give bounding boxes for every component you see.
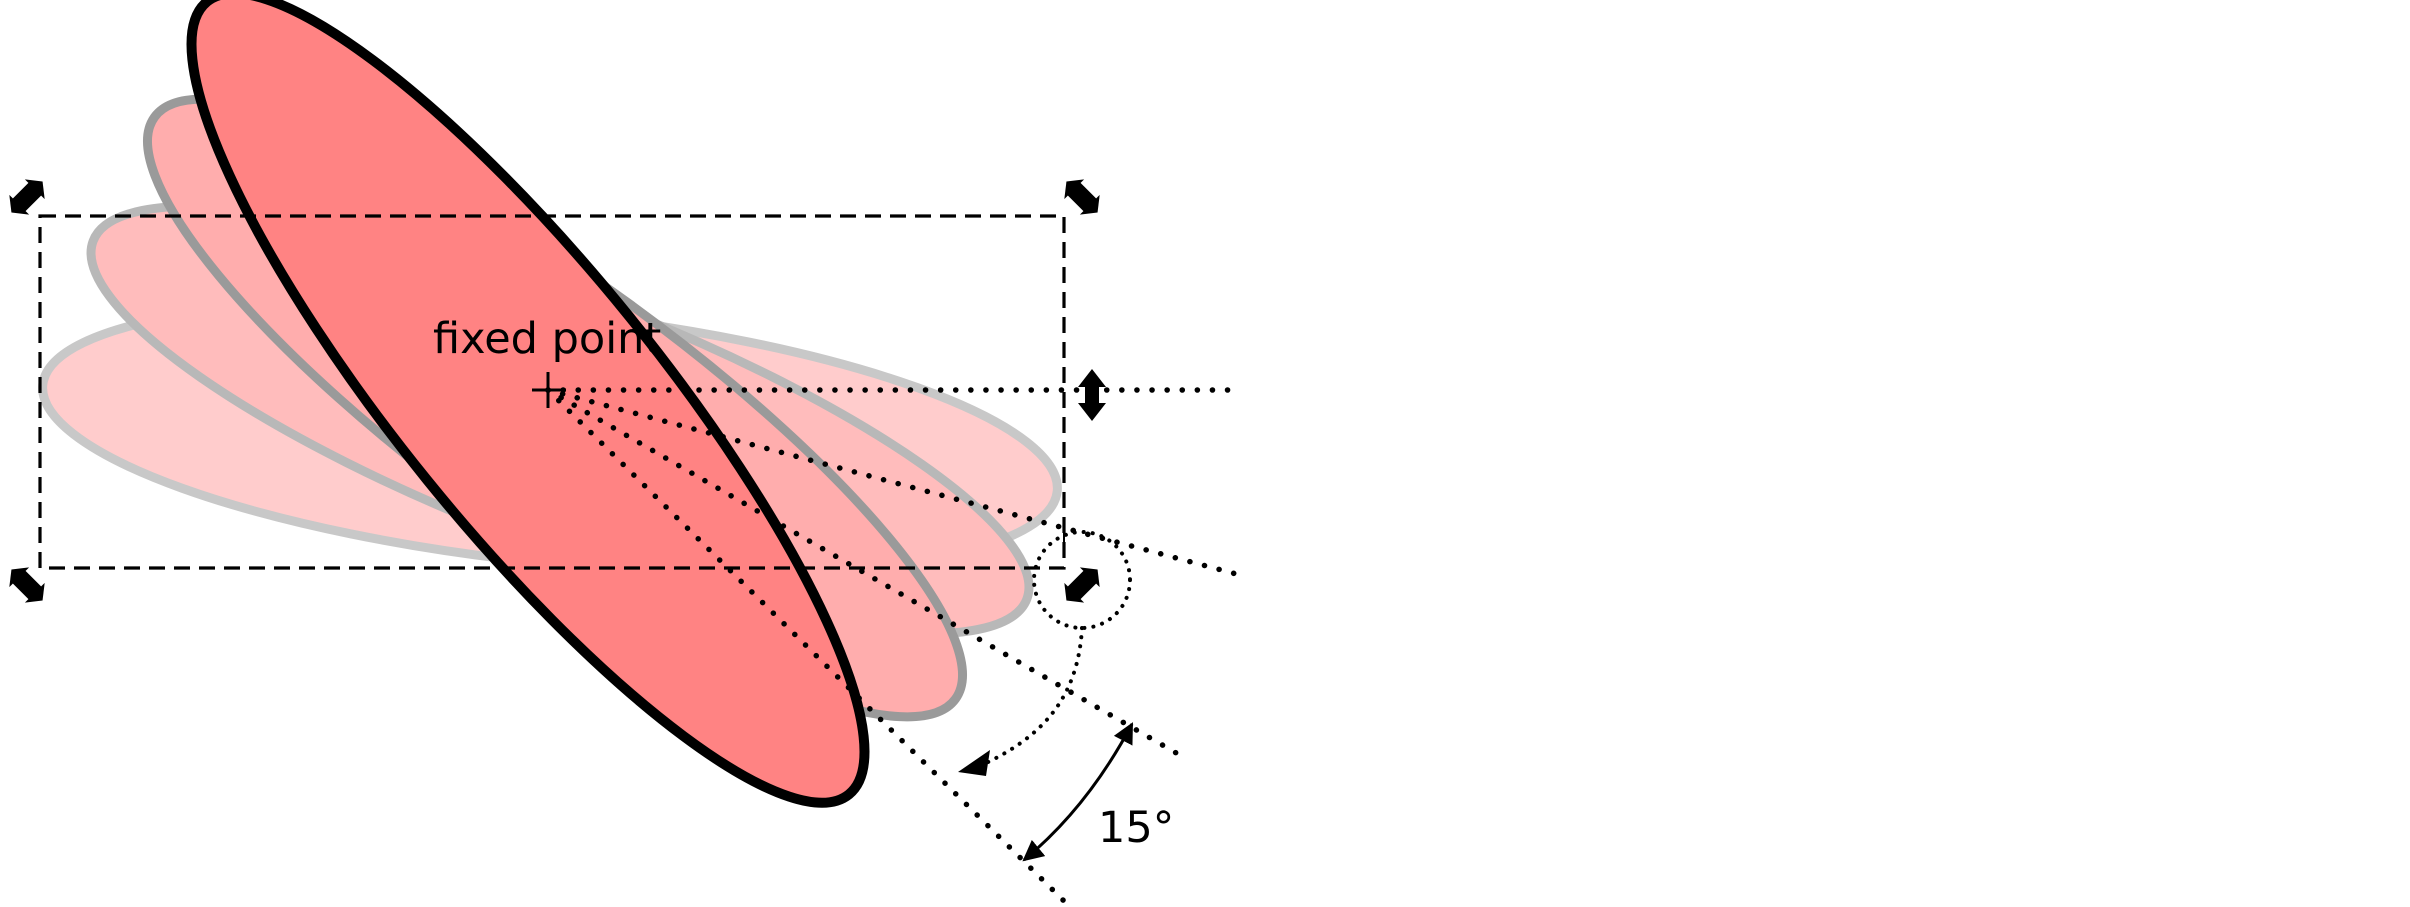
rotate-handle-bottom-right-icon[interactable] bbox=[1057, 560, 1108, 611]
active-ellipse[interactable] bbox=[106, 0, 950, 876]
guide-line-15deg bbox=[545, 387, 1243, 578]
fixed-point-label: fixed point bbox=[433, 314, 661, 364]
fixed-point-marker[interactable] bbox=[532, 372, 566, 408]
drag-circle bbox=[1032, 530, 1132, 630]
angle-arc bbox=[1022, 722, 1134, 862]
rotation-guide-lines bbox=[545, 387, 1243, 907]
skew-handle-right-icon[interactable] bbox=[1078, 369, 1106, 421]
drag-path bbox=[973, 626, 1084, 770]
drag-arrowhead-icon bbox=[958, 750, 990, 776]
rotate-handle-top-right-icon[interactable] bbox=[1057, 172, 1108, 223]
rotate-handle-top-left-icon[interactable] bbox=[2, 172, 53, 223]
rotate-handle-bottom-left-icon[interactable] bbox=[2, 560, 53, 611]
selection-bounding-box bbox=[38, 214, 1066, 570]
guide-line-30deg bbox=[545, 387, 1181, 757]
guide-line-45deg bbox=[545, 387, 1071, 907]
angle-label: 15° bbox=[1098, 803, 1174, 853]
